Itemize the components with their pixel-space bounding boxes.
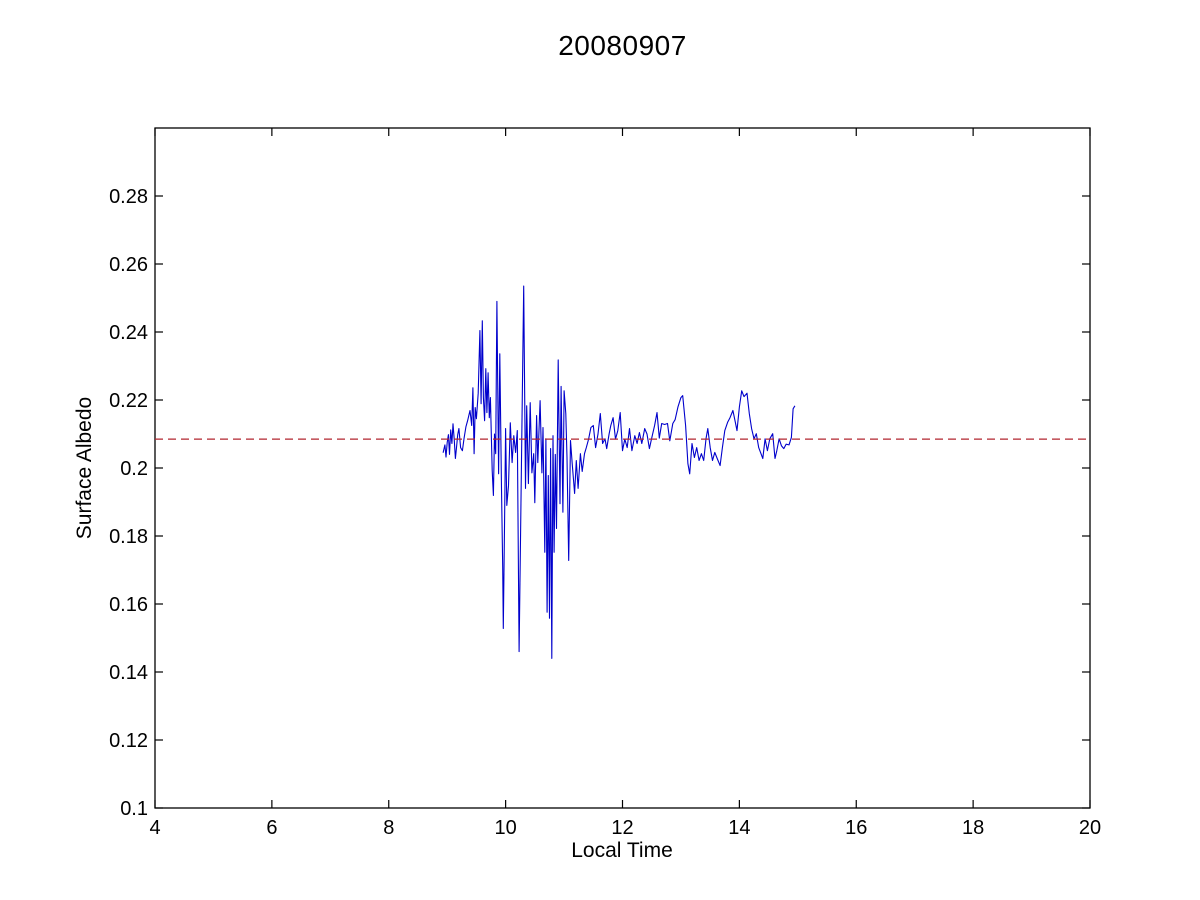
y-tick-label: 0.12	[109, 730, 148, 752]
x-axis-label: Local Time	[571, 839, 673, 862]
y-tick-label: 0.14	[109, 662, 148, 684]
plot-border	[154, 127, 1091, 809]
y-tick-label: 0.2	[120, 458, 148, 480]
x-tick-label: 6	[266, 817, 277, 839]
x-tick-label: 20	[1079, 817, 1101, 839]
y-tick-label: 0.28	[109, 186, 148, 208]
x-tick-label: 4	[149, 817, 160, 839]
y-tick-label: 0.18	[109, 526, 148, 548]
x-tick-label: 8	[383, 817, 394, 839]
y-tick-label: 0.1	[120, 798, 148, 820]
x-tick-label: 16	[845, 817, 867, 839]
x-tick-label: 12	[611, 817, 633, 839]
x-tick-label: 18	[962, 817, 984, 839]
albedo-series-line	[442, 285, 796, 659]
x-tick-label: 14	[728, 817, 750, 839]
y-tick-label: 0.24	[109, 322, 148, 344]
y-tick-label: 0.26	[109, 254, 148, 276]
chart-title: 20080907	[558, 30, 687, 61]
x-tick-label: 10	[495, 817, 517, 839]
y-tick-label: 0.22	[109, 390, 148, 412]
y-tick-label: 0.16	[109, 594, 148, 616]
